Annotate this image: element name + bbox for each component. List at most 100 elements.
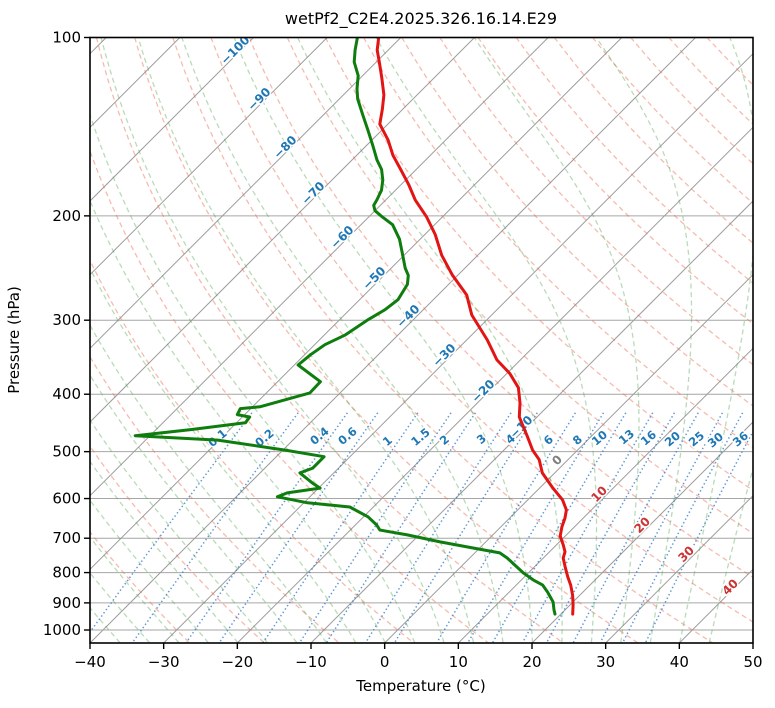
x-tick-label: 50 [743,653,762,671]
isotherm-label: −30 [430,341,459,370]
isotherm-line [384,273,753,643]
y-tick-label: 400 [52,385,81,403]
x-tick-label: 20 [522,653,541,671]
isotherm-label: −20 [469,377,498,406]
mixing-ratio-line [599,412,724,643]
isotherm-line [90,37,475,423]
dry-adiabat-line [172,37,713,643]
mixing-ratio-line [521,412,654,643]
y-tick-label: 1000 [43,621,81,639]
x-tick-label: −10 [295,653,327,671]
x-tick-label: 10 [449,653,468,671]
mixing-ratio-label: 1 [380,433,395,449]
moist-adiabat-line [90,418,268,643]
mixing-ratio-label: 30 [705,429,726,450]
mixing-ratio-line [325,412,477,643]
isotherm-label: −60 [328,223,357,252]
dry-adiabat-line [90,355,340,643]
dry-adiabat-line [401,37,753,407]
moist-adiabat-line [90,266,357,643]
dry-adiabat-line [90,445,265,643]
isotherm-line [457,347,753,643]
dry-adiabat-line [515,37,753,284]
mixing-ratio-line [131,412,299,643]
moist-adiabat-line [90,323,327,643]
mixing-ratio-label: 2 [437,432,452,448]
mixing-ratio-line [467,412,605,643]
mixing-ratio-line [365,412,512,643]
moist-adiabat-line [233,37,534,643]
dry-adiabat-line [90,530,190,643]
moist-adiabat-line [90,199,386,643]
moist-adiabat-line [90,460,239,643]
y-tick-label: 700 [52,529,81,547]
moist-adiabat-line [708,465,753,643]
y-tick-label: 900 [52,594,81,612]
y-tick-label: 500 [52,443,81,461]
plot-border [89,36,754,644]
x-tick-label: 40 [670,653,689,671]
sounding-curves-layer [133,37,575,616]
isotherm-line [163,52,753,643]
moist-adiabat-line [181,37,504,643]
dry-adiabat-line [95,37,564,643]
mixing-ratio-line [546,412,676,643]
y-tick-label: 600 [52,490,81,508]
x-axis-label: Temperature (°C) [355,677,485,695]
moist-adiabat-line [297,37,563,643]
mixing-ratio-label: 0.6 [335,424,360,448]
mixing-ratio-label: 1.5 [408,425,433,449]
mixing-ratio-line [622,412,744,643]
x-tick-label: 30 [596,653,615,671]
x-tick-label: −40 [74,653,106,671]
moist-adiabat-line [375,37,598,643]
y-tick-label: 800 [52,564,81,582]
isotherm-label: 0 [549,452,565,468]
moist-adiabat-line [679,37,753,643]
isotherm-label: −80 [271,133,300,162]
mixing-ratio-label: 20 [662,428,683,449]
isotherm-line [90,37,549,497]
isotherm-line [531,421,753,643]
y-tick-label: 300 [52,311,81,329]
isotherm-label: −90 [245,85,274,114]
background-grid-layer [90,37,753,643]
isotherm-label: 10 [588,483,610,505]
dry-adiabat-line [90,258,414,643]
dry-adiabat-line [248,37,753,579]
dewpoint-curve [133,37,557,616]
mixing-ratio-line [218,412,379,643]
y-axis-label: Pressure (hPa) [5,286,23,394]
isotherm-line [310,200,753,643]
y-tick-label: 100 [52,29,81,47]
dry-adiabat-line [630,37,753,165]
moist-adiabat-line [90,373,298,643]
x-tick-label: −20 [222,653,254,671]
moist-adiabat-line [100,37,445,643]
moist-adiabat-line [137,37,475,643]
isotherm-line [90,37,402,350]
dry-adiabat-line [477,37,753,325]
moist-adiabat-line [90,499,209,643]
isotherm-line [90,37,254,202]
mixing-ratio-line [185,412,349,643]
mixing-ratio-label: 3 [474,431,489,447]
isotherm-line [236,126,753,643]
mixing-ratio-line [644,429,753,643]
y-tick-label: 200 [52,207,81,225]
isotherm-line [90,37,328,276]
moist-adiabat-line [595,37,693,643]
chart-title: wetPf2_C2E4.2025.326.16.14.E29 [285,9,557,29]
isotherm-line [90,37,623,571]
dry-adiabat-line [210,37,753,623]
x-tick-label: −30 [148,653,180,671]
moist-adiabat-line [90,112,416,643]
isotherm-line [752,642,753,643]
isotherm-label: 40 [719,576,741,598]
mixing-ratio-line [436,412,577,643]
mixing-ratio-label: 0.1 [205,426,230,450]
isotherm-label: 20 [631,514,653,536]
